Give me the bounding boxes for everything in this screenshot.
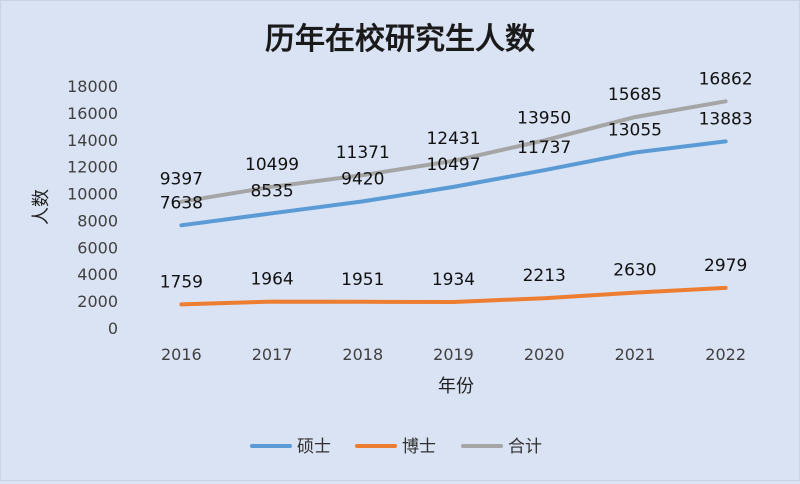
x-tick-label: 2019 bbox=[433, 345, 474, 364]
series-line-2 bbox=[179, 99, 728, 204]
chart-title: 历年在校研究生人数 bbox=[265, 22, 536, 57]
data-label: 1964 bbox=[250, 270, 293, 290]
data-label: 1951 bbox=[341, 270, 384, 290]
legend-entry: 合计 bbox=[508, 437, 542, 457]
x-tick-label: 2016 bbox=[161, 345, 202, 364]
data-label: 2213 bbox=[523, 266, 566, 286]
y-axis-ticks: 0 2000 4000 6000 8000 10000 12000 14000 16000 180… bbox=[67, 77, 118, 338]
data-label: 15685 bbox=[608, 85, 662, 105]
data-label: 1934 bbox=[432, 270, 475, 290]
x-axis-ticks: 2016 2017 2018 2019 2020 2021 2022 bbox=[161, 345, 746, 364]
data-label: 8535 bbox=[250, 181, 293, 201]
x-tick-label: 2021 bbox=[615, 345, 656, 364]
data-labels: 7638 8535 9420 10497 11737 13055 13883 1759 1964… bbox=[160, 69, 753, 292]
y-tick-label: 2000 bbox=[77, 292, 118, 311]
y-axis-label: 人数 bbox=[31, 189, 52, 225]
legend-entry: 博士 bbox=[402, 437, 436, 457]
x-tick-label: 2022 bbox=[705, 345, 746, 364]
y-tick-label: 4000 bbox=[77, 265, 118, 284]
series-line-1 bbox=[179, 285, 728, 307]
y-tick-label: 18000 bbox=[67, 77, 118, 96]
x-tick-label: 2017 bbox=[252, 345, 293, 364]
y-tick-label: 10000 bbox=[67, 185, 118, 204]
data-label: 11371 bbox=[336, 143, 390, 163]
data-label: 9420 bbox=[341, 169, 384, 189]
series-lines bbox=[179, 99, 728, 307]
y-tick-label: 6000 bbox=[77, 238, 118, 257]
x-tick-label: 2020 bbox=[524, 345, 565, 364]
data-label: 9397 bbox=[160, 170, 203, 190]
x-tick-label: 2018 bbox=[342, 345, 383, 364]
y-tick-label: 0 bbox=[108, 319, 118, 338]
y-tick-label: 14000 bbox=[67, 131, 118, 150]
x-axis-label: 年份 bbox=[438, 376, 474, 397]
data-label: 10497 bbox=[426, 155, 480, 175]
y-tick-label: 16000 bbox=[67, 104, 118, 123]
data-label: 16862 bbox=[699, 69, 753, 89]
data-label: 7638 bbox=[160, 193, 203, 213]
data-label: 12431 bbox=[426, 129, 480, 149]
data-label: 2630 bbox=[613, 261, 656, 281]
data-label: 13950 bbox=[517, 108, 571, 128]
data-label: 13055 bbox=[608, 120, 662, 140]
y-tick-label: 8000 bbox=[77, 211, 118, 230]
data-label: 10499 bbox=[245, 155, 299, 175]
data-label: 11737 bbox=[517, 138, 571, 158]
y-tick-label: 12000 bbox=[67, 158, 118, 177]
data-label: 2979 bbox=[704, 256, 747, 276]
data-label: 13883 bbox=[699, 109, 753, 129]
legend: 硕士 博士 合计 bbox=[250, 437, 542, 457]
series-line-0 bbox=[179, 139, 728, 228]
legend-entry: 硕士 bbox=[297, 437, 331, 457]
data-label: 1759 bbox=[160, 272, 203, 292]
